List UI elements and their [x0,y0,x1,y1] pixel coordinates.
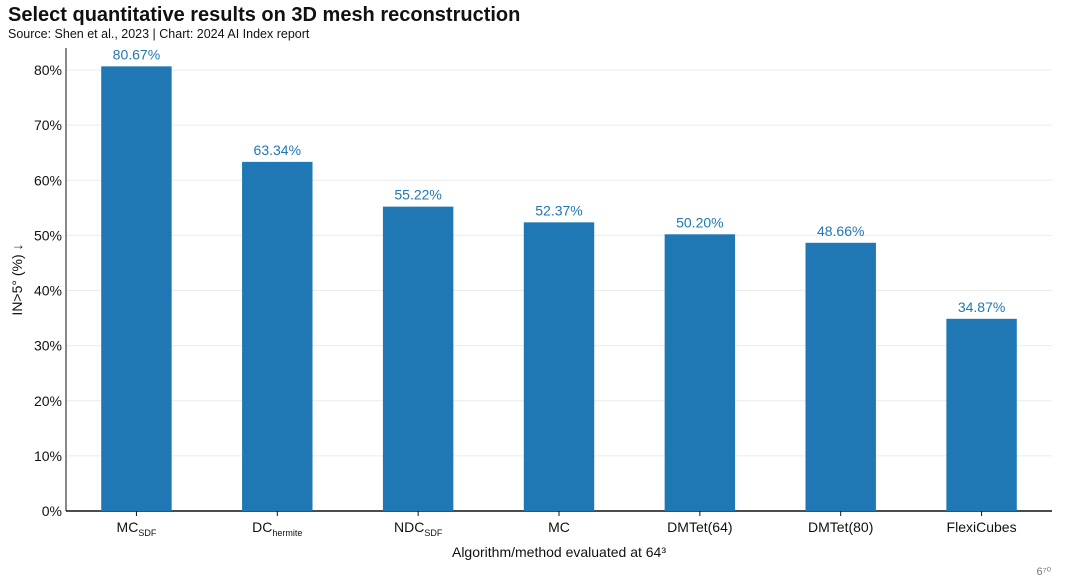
watermark: 6⁷⁰ [1036,566,1051,578]
bar-value-label: 80.67% [113,46,160,62]
y-tick-label: 80% [34,62,62,78]
y-tick-label: 50% [34,227,62,243]
y-tick-label: 20% [34,393,62,409]
x-tick-label: MCSDF [117,519,157,538]
x-tick-label: DMTet(80) [808,519,873,535]
y-axis-title: IN>5° (%) ↓ [9,243,25,315]
bar [101,66,172,511]
bar [523,222,595,511]
bar [242,161,313,511]
y-tick-label: 40% [34,283,62,299]
y-tick-label: 30% [34,338,62,354]
bar-value-label: 63.34% [254,142,301,158]
x-tick-label: MC [548,519,570,535]
y-tick-label: 70% [34,117,62,133]
x-axis-title: Algorithm/method evaluated at 64³ [452,544,666,560]
bar-value-label: 34.87% [958,299,1005,315]
y-tick-label: 0% [42,503,62,519]
bar-value-label: 48.66% [817,223,864,239]
y-tick-label: 60% [34,172,62,188]
bar-value-label: 52.37% [535,202,582,218]
x-tick-label: DMTet(64) [667,519,732,535]
bar [946,318,1017,511]
bar [664,234,736,512]
bar-value-label: 55.22% [394,187,441,203]
x-tick-label: FlexiCubes [947,519,1017,535]
chart-title: Select quantitative results on 3D mesh r… [8,4,521,26]
y-tick-label: 10% [34,448,62,464]
bar [805,242,876,511]
bar-value-label: 50.20% [676,214,723,230]
x-tick-label: NDCSDF [394,519,443,538]
chart-subtitle: Source: Shen et al., 2023 | Chart: 2024 … [8,27,310,41]
bar [382,206,454,511]
x-tick-label: DChermite [252,519,302,538]
